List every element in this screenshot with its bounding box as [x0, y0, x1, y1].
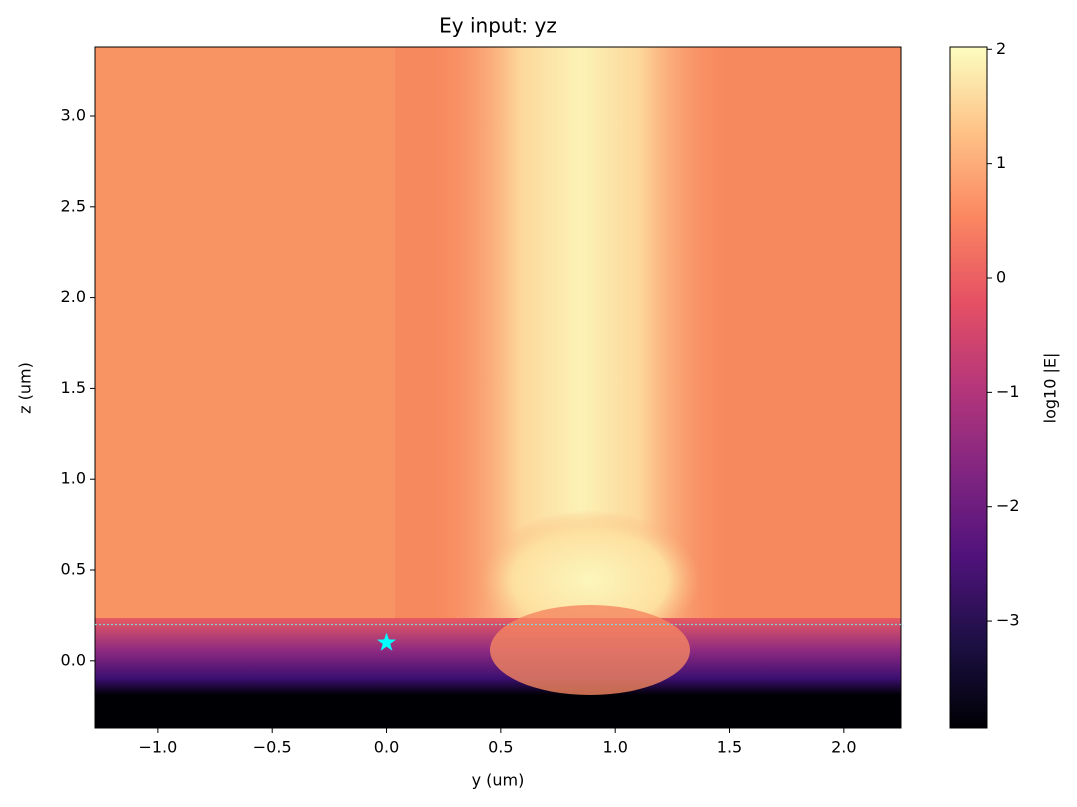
- y-axis-label: z (um): [16, 362, 35, 414]
- y-tick-label: 0.0: [61, 650, 86, 669]
- x-axis-label: y (um): [472, 771, 525, 790]
- y-tick-label: 1.5: [61, 378, 86, 397]
- x-tick-label: 0.0: [374, 738, 399, 757]
- colorbar-label: log10 |E|: [1041, 353, 1060, 424]
- x-tick-label: 2.0: [831, 738, 856, 757]
- colorbar-tick-label: 1: [996, 153, 1006, 172]
- x-tick-label: 0.5: [488, 738, 513, 757]
- heatmap-field: [95, 47, 901, 728]
- chart-title: Ey input: yz: [439, 14, 557, 38]
- colorbar: [949, 46, 988, 729]
- plot-frame: [94, 46, 902, 729]
- colorbar-tick-label: 0: [996, 268, 1006, 287]
- y-tick-label: 3.0: [61, 106, 86, 125]
- colorbar-tick-label: −3: [996, 611, 1020, 630]
- colorbar-tick-label: −2: [996, 496, 1020, 515]
- marker-star: [377, 632, 396, 651]
- y-tick-label: 1.0: [61, 469, 86, 488]
- y-tick-label: 2.5: [61, 196, 86, 215]
- x-tick-label: 1.0: [602, 738, 627, 757]
- y-tick-label: 0.5: [61, 560, 86, 579]
- x-tick-label: −0.5: [253, 738, 292, 757]
- colorbar-tick-label: −1: [996, 382, 1020, 401]
- x-tick-label: 1.5: [717, 738, 742, 757]
- y-tick-label: 2.0: [61, 287, 86, 306]
- colorbar-tick-label: 2: [996, 39, 1006, 58]
- x-tick-label: −1.0: [138, 738, 177, 757]
